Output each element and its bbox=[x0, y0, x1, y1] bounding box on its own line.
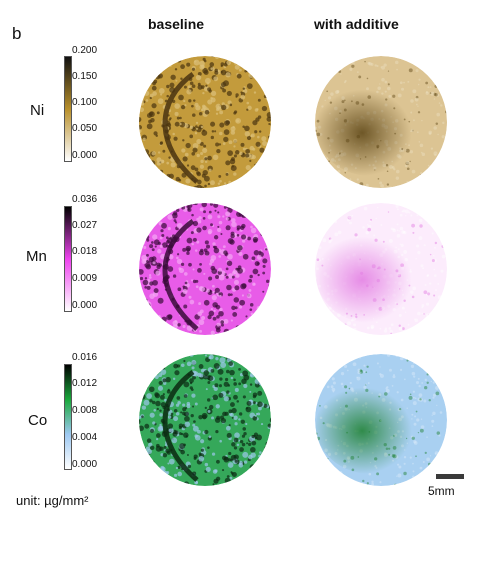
colorbar-tick: 0.000 bbox=[72, 300, 98, 311]
map-ni-with-additive bbox=[315, 56, 447, 188]
map-co-baseline bbox=[139, 354, 271, 486]
map-ni-baseline bbox=[139, 56, 271, 188]
colorbar-tick: 0.016 bbox=[72, 352, 98, 363]
colorbar-tick: 0.012 bbox=[72, 378, 98, 389]
map-mn-baseline bbox=[139, 203, 271, 335]
element-label-co: Co bbox=[28, 412, 48, 429]
colorbar-tick: 0.027 bbox=[72, 220, 98, 231]
colorbar-tick: 0.200 bbox=[72, 45, 98, 56]
colorbar-co bbox=[64, 364, 72, 470]
colorbar-tick: 0.050 bbox=[72, 123, 98, 134]
scale-bar bbox=[436, 474, 464, 479]
colorbar-tick: 0.009 bbox=[72, 273, 98, 284]
colorbar-tick: 0.000 bbox=[72, 150, 98, 161]
colorbar-mn bbox=[64, 206, 72, 312]
unit-label: unit: µg/mm² bbox=[16, 493, 89, 508]
colorbar-tick: 0.018 bbox=[72, 246, 98, 257]
column-title-with-additive: with additive bbox=[314, 16, 399, 32]
colorbar-tick: 0.100 bbox=[72, 97, 98, 108]
colorbar-tick: 0.150 bbox=[72, 71, 98, 82]
colorbar-ni bbox=[64, 56, 72, 162]
column-title-baseline: baseline bbox=[148, 16, 205, 32]
colorbar-tick: 0.004 bbox=[72, 432, 98, 443]
element-label-ni: Ni bbox=[30, 102, 45, 119]
colorbar-tick: 0.000 bbox=[72, 459, 98, 470]
colorbar-tick: 0.008 bbox=[72, 405, 98, 416]
colorbar-tick: 0.036 bbox=[72, 194, 98, 205]
map-co-with-additive bbox=[315, 354, 447, 486]
map-mn-with-additive bbox=[315, 203, 447, 335]
scale-bar-label: 5mm bbox=[428, 484, 455, 498]
panel-label: b bbox=[12, 24, 22, 43]
element-label-mn: Mn bbox=[26, 248, 47, 265]
